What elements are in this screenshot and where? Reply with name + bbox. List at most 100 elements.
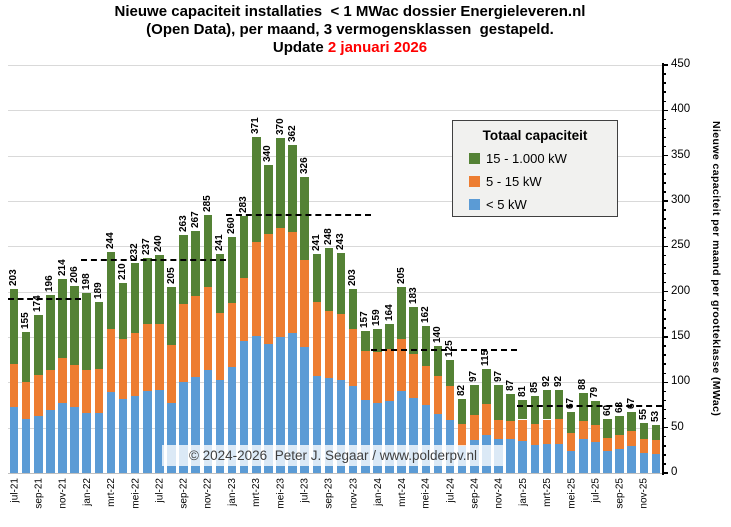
y-tick-label: 450 bbox=[671, 58, 691, 70]
bar-segment-15-1-000-kW bbox=[191, 230, 200, 297]
bar-total-label-text: 205 bbox=[165, 267, 177, 285]
bar-segment--5-kW bbox=[143, 391, 152, 473]
bar-total-label-text: 60 bbox=[601, 404, 613, 416]
y-minor-tick bbox=[662, 173, 666, 175]
legend-item: < 5 kW bbox=[469, 197, 617, 212]
legend-swatch bbox=[469, 176, 480, 187]
bar-segment-5-15-kW bbox=[191, 296, 200, 377]
y-minor-tick bbox=[662, 163, 666, 166]
bar-segment-5-15-kW bbox=[385, 348, 394, 402]
bar-segment--5-kW bbox=[348, 385, 358, 473]
bar-segment-5-15-kW bbox=[215, 313, 225, 380]
bar-segment-5-15-kW bbox=[470, 414, 479, 441]
y-minor-tick bbox=[662, 100, 666, 103]
bar-segment-15-1-000-kW bbox=[21, 332, 31, 383]
bar-segment-15-1-000-kW bbox=[288, 144, 297, 232]
bar-segment--5-kW bbox=[579, 439, 588, 473]
bar-segment--5-kW bbox=[118, 398, 128, 473]
bar-segment--5-kW bbox=[373, 403, 382, 473]
bar-segment--5-kW bbox=[70, 406, 79, 473]
bar-segment--5-kW bbox=[46, 409, 55, 473]
bar-segment-5-15-kW bbox=[312, 301, 322, 376]
bar-total-label-text: 267 bbox=[189, 211, 201, 228]
y-tick-label: 0 bbox=[671, 466, 678, 478]
bar-segment-5-15-kW bbox=[457, 424, 467, 446]
update-date: 2 januari 2026 bbox=[327, 39, 428, 56]
bar-segment-15-1-000-kW bbox=[155, 255, 164, 325]
gridline bbox=[8, 382, 662, 384]
bar-segment-5-15-kW bbox=[336, 314, 346, 380]
legend-box: Totaal capaciteit 15 - 1.000 kW 5 - 15 kW… bbox=[452, 120, 618, 217]
x-tick-label-text: mrt-22 bbox=[105, 478, 117, 507]
x-tick-label-text: jul-25 bbox=[590, 478, 602, 503]
y-minor-tick bbox=[662, 272, 666, 275]
y-tick-label: 50 bbox=[671, 420, 684, 433]
bar-segment--5-kW bbox=[566, 451, 576, 473]
legend-swatch bbox=[469, 153, 480, 164]
bar-segment-15-1-000-kW bbox=[639, 423, 649, 440]
y-minor-tick bbox=[662, 299, 666, 302]
bar-segment-5-15-kW bbox=[494, 419, 503, 440]
bar-segment-5-15-kW bbox=[530, 424, 540, 445]
x-tick-label-text: nov-21 bbox=[57, 478, 69, 509]
bar-segment-5-15-kW bbox=[70, 365, 79, 407]
x-tick-label-text: nov-22 bbox=[202, 478, 214, 509]
bar-segment-15-1-000-kW bbox=[227, 237, 237, 304]
bar-segment--5-kW bbox=[34, 415, 43, 473]
chart-title-line2: (Open Data), per maand, 3 vermogensklass… bbox=[146, 21, 554, 38]
chart-title-line3: Update 2 januari 2026 bbox=[0, 39, 700, 56]
bar-segment--5-kW bbox=[312, 375, 322, 473]
bar-segment-15-1-000-kW bbox=[566, 412, 576, 434]
bar-segment-15-1-000-kW bbox=[215, 254, 225, 314]
bar-segment-15-1-000-kW bbox=[336, 252, 346, 315]
bar-segment-5-15-kW bbox=[554, 418, 564, 444]
bar-total-label-text: 206 bbox=[68, 266, 80, 284]
y-major-tick bbox=[662, 336, 668, 338]
bar-segment-5-15-kW bbox=[252, 241, 261, 337]
y-minor-tick bbox=[662, 209, 666, 211]
bar-total-label-text: 53 bbox=[649, 410, 661, 422]
y-minor-tick bbox=[662, 363, 666, 365]
gridline bbox=[8, 337, 662, 338]
bar-segment-5-15-kW bbox=[627, 431, 636, 446]
bar-segment-15-1-000-kW bbox=[457, 398, 467, 425]
x-tick-label-text: sep-24 bbox=[469, 478, 481, 509]
y-axis-line bbox=[662, 63, 664, 475]
x-tick-label-text: jan-22 bbox=[81, 478, 93, 506]
bar-segment--5-kW bbox=[203, 369, 213, 473]
y-major-tick bbox=[662, 290, 668, 293]
bar-segment-15-1-000-kW bbox=[167, 287, 176, 346]
bar-total-label-text: 326 bbox=[298, 157, 310, 175]
bar-segment-15-1-000-kW bbox=[651, 424, 661, 441]
bar-segment-5-15-kW bbox=[34, 375, 43, 416]
bar-segment-15-1-000-kW bbox=[397, 287, 406, 339]
y-minor-tick bbox=[662, 445, 666, 447]
y-minor-tick bbox=[662, 390, 666, 393]
y-major-tick bbox=[662, 245, 668, 248]
bar-total-label-text: 189 bbox=[92, 281, 104, 299]
bar-segment-15-1-000-kW bbox=[130, 262, 140, 334]
bar-total-label-text: 240 bbox=[153, 235, 165, 253]
bar-segment-15-1-000-kW bbox=[239, 216, 249, 279]
y-tick-label: 400 bbox=[671, 103, 691, 116]
y-minor-tick bbox=[662, 82, 666, 84]
bar-segment-5-15-kW bbox=[106, 328, 116, 393]
bar-segment-15-1-000-kW bbox=[106, 251, 116, 329]
bar-total-label-text: 260 bbox=[226, 217, 238, 235]
bar-segment-15-1-000-kW bbox=[506, 394, 515, 422]
bar-segment-5-15-kW bbox=[566, 433, 576, 452]
bar-segment-5-15-kW bbox=[239, 278, 249, 341]
bar-total-label-text: 81 bbox=[516, 385, 528, 397]
bar-segment--5-kW bbox=[433, 414, 443, 473]
x-tick-label-text: mrt-24 bbox=[396, 478, 408, 507]
bar-segment-5-15-kW bbox=[591, 424, 600, 443]
bar-segment-15-1-000-kW bbox=[385, 324, 394, 349]
bar-total-label-text: 263 bbox=[177, 214, 189, 232]
bar-segment--5-kW bbox=[9, 406, 19, 473]
bar-segment--5-kW bbox=[385, 401, 394, 473]
bar-segment--5-kW bbox=[252, 336, 261, 473]
bar-segment--5-kW bbox=[615, 449, 624, 473]
bar-segment-15-1-000-kW bbox=[300, 177, 309, 260]
bar-segment--5-kW bbox=[421, 405, 431, 473]
bar-total-label-text: 340 bbox=[262, 145, 274, 162]
